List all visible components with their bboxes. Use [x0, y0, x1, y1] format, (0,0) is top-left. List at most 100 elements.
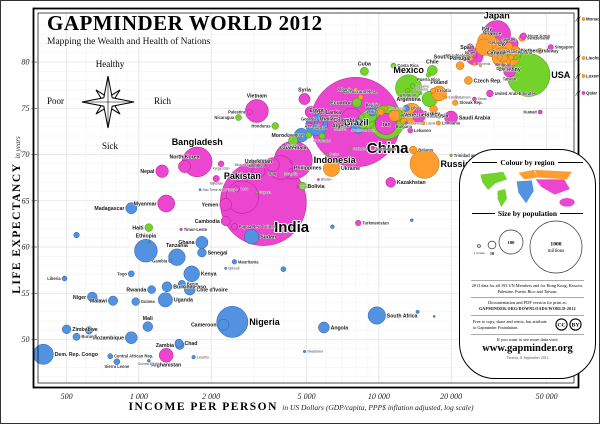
- country-bubble: [382, 110, 386, 114]
- country-bubble: [265, 157, 280, 172]
- country-label: Senegal: [208, 250, 228, 256]
- country-label: Brazil: [344, 117, 369, 127]
- country-bubble: [323, 159, 340, 177]
- country-bubble: [280, 266, 287, 272]
- country-label: Sudan: [260, 235, 276, 241]
- country-label: North Korea: [170, 155, 200, 161]
- country-bubble: [125, 202, 138, 215]
- country-label: India: [274, 219, 310, 236]
- country-label: Syria: [298, 88, 311, 94]
- country-label: Thailand: [319, 116, 340, 122]
- country-label: Czech Rep.: [474, 78, 503, 84]
- svg-text:50 000: 50 000: [536, 392, 558, 401]
- country-label: Belize: [330, 153, 339, 157]
- country-label: Austria: [518, 50, 533, 55]
- documentation-note: Documentation and PDF version for print …: [479, 300, 576, 312]
- country-label: Hong Kong: [528, 34, 551, 39]
- country-label: Italy: [482, 26, 492, 32]
- country-bubble: [72, 332, 81, 341]
- gapminder-url: www.gapminder.org: [482, 343, 573, 355]
- y-axis-title: LIFE EXPECTANCY in years: [11, 136, 23, 294]
- country-bubble: [444, 95, 448, 99]
- country-label: Turkey: [424, 112, 441, 118]
- page-title: GAPMINDER WORLD 2012: [47, 11, 323, 35]
- country-bubble: [219, 198, 232, 211]
- country-label: Switzerland: [527, 35, 550, 40]
- country-bubble: [452, 99, 459, 106]
- country-label: Vietnam: [247, 94, 267, 100]
- country-label: Lesotho: [197, 355, 209, 359]
- country-bubble: [466, 43, 474, 51]
- country-bubble: [429, 105, 438, 114]
- country-bubble: [147, 285, 156, 294]
- country-label: France: [484, 32, 501, 38]
- country-bubble: [113, 358, 121, 365]
- country-bubble: [388, 109, 401, 122]
- country-bubble: [358, 94, 364, 100]
- country-label: Philippines: [294, 165, 322, 171]
- country-label: United Arab Emirates: [495, 91, 537, 96]
- country-label: Belarus: [418, 147, 434, 152]
- country-bubble: [383, 106, 388, 111]
- country-bubble: [158, 348, 174, 363]
- country-label: Bhutan: [321, 178, 332, 182]
- country-bubble: [168, 248, 186, 266]
- version-note: Version 11 September 2012: [506, 355, 549, 360]
- country-label: Norway: [544, 48, 560, 53]
- country-label: Ghana: [178, 240, 194, 246]
- country-label: Chile: [426, 60, 439, 66]
- country-bubble: [108, 295, 118, 306]
- country-bubble: [282, 143, 285, 147]
- country-bubble: [134, 239, 158, 263]
- country-bubble: [247, 109, 253, 115]
- country-bubble: [348, 147, 352, 151]
- country-label: Indonesia: [314, 155, 357, 165]
- country-label: South Africa: [387, 313, 418, 319]
- country-label: Kiribati: [300, 185, 311, 189]
- svg-text:500: 500: [61, 392, 73, 401]
- country-bubble: [472, 96, 477, 102]
- country-bubble: [225, 180, 259, 214]
- country-label: Dem. Rep. Congo: [55, 352, 98, 358]
- svg-text:5 000: 5 000: [298, 392, 316, 401]
- country-bubble: [536, 47, 543, 54]
- world-map-icon: [479, 169, 575, 208]
- country-label: Hungary: [425, 113, 442, 118]
- country-bubble: [87, 291, 98, 303]
- country-bubble: [179, 227, 183, 231]
- country-label: Ireland: [504, 49, 518, 54]
- country-label: Croatia: [437, 88, 452, 93]
- country-label: Belgium: [495, 62, 512, 67]
- country-label: Mongolia: [284, 172, 298, 176]
- country-label: Oman: [478, 97, 487, 101]
- country-bubble: [504, 42, 513, 51]
- country-label: Djibouti: [228, 267, 240, 271]
- country-label: Côte d'Ivoire: [197, 287, 228, 293]
- country-bubble: [368, 107, 377, 117]
- country-label: Malawi: [90, 299, 108, 305]
- country-bubble: [252, 163, 255, 167]
- country-bubble: [454, 95, 458, 99]
- country-bubble: [355, 219, 362, 227]
- license-row: Free to copy, share and remix, but attri…: [460, 318, 595, 332]
- country-bubble: [432, 315, 436, 318]
- country-bubble: [212, 175, 220, 183]
- country-label: Zimbabwe: [72, 327, 97, 333]
- country-bubble: [444, 110, 458, 125]
- cc-by-icons: CC BY: [555, 318, 582, 332]
- country-label: Palestine: [228, 109, 247, 114]
- country-label: Spain: [460, 45, 474, 51]
- country-label: Serbia: [364, 109, 377, 114]
- country-bubble: [84, 326, 94, 335]
- country-label: UK: [498, 42, 506, 48]
- country-label: Uruguay: [399, 92, 416, 97]
- country-bubble: [435, 120, 441, 126]
- country-label: Netherlands: [521, 49, 551, 55]
- offscale-country-label: Luxembourg: [586, 74, 600, 79]
- country-bubble: [178, 160, 191, 173]
- compass-label-poor: Poor: [47, 96, 65, 106]
- country-label: China: [367, 140, 409, 157]
- country-label: Micronesia: [235, 163, 252, 167]
- country-label: Albania: [337, 87, 353, 92]
